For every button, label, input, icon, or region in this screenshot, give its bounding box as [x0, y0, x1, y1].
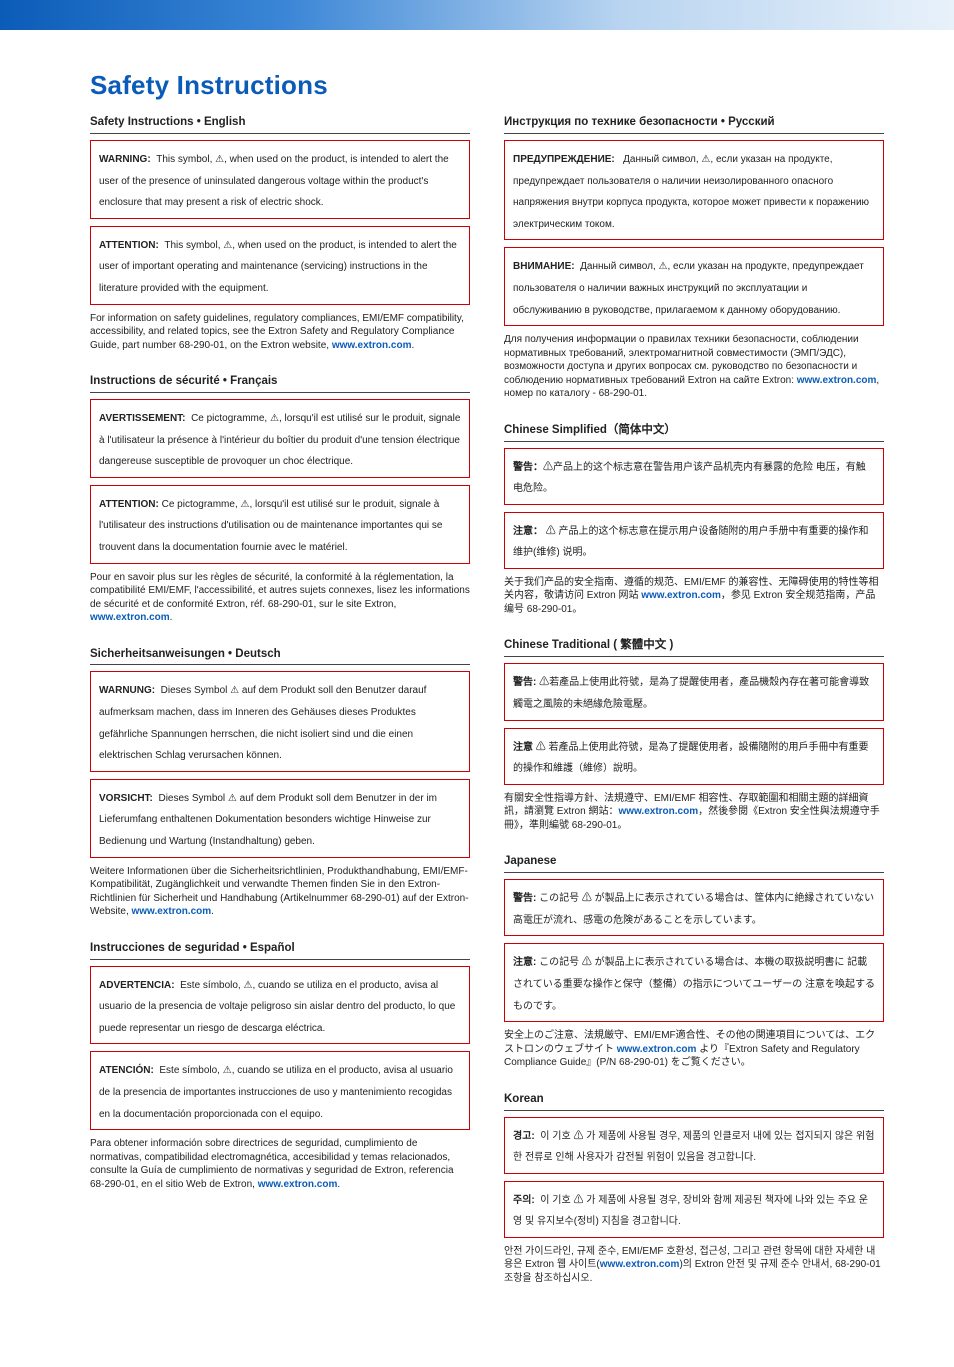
extron-link[interactable]: www.extron.com [618, 806, 698, 817]
warning-label: 警告： [513, 462, 543, 473]
header-gradient-bar [0, 0, 954, 30]
section-french: Instructions de sécurité • Français AVER… [90, 374, 470, 625]
warning-label: WARNING: [99, 154, 151, 165]
warning-box: ПРЕДУПРЕЖДЕНИЕ: Данный символ, ⚠, если у… [504, 140, 884, 240]
warning-box: 警告：⚠产品上的这个标志意在警告用户该产品机壳内有暴露的危险 电压，有触电危险。 [504, 448, 884, 505]
warning-box: ADVERTENCIA: Este símbolo, ⚠, cuando se … [90, 966, 470, 1045]
attention-box: 注意 ⚠ 若產品上使用此符號，是為了提醒使用者，設備隨附的用戶手冊中有重要的操作… [504, 728, 884, 785]
attention-label: 주의: [513, 1195, 535, 1206]
left-column: Safety Instructions • English WARNING: T… [90, 115, 470, 1307]
attention-label: ATENCIÓN: [99, 1065, 154, 1076]
warning-box: WARNUNG: Dieses Symbol ⚠ auf dem Produkt… [90, 671, 470, 771]
warning-text: Данный символ, ⚠, если указан на продукт… [513, 154, 869, 230]
attention-label: ВНИМАНИЕ: [513, 261, 575, 272]
section-paragraph: Weitere Informationen über die Sicherhei… [90, 865, 470, 919]
section-chinese-simplified: Chinese Simplified（简体中文） 警告：⚠产品上的这个标志意在警… [504, 423, 884, 617]
section-paragraph: 关于我们产品的安全指南、遵循的规范、EMI/EMF 的兼容性、无障碍使用的特性等… [504, 576, 884, 617]
section-chinese-traditional: Chinese Traditional ( 繁體中文 ) 警告: ⚠若產品上使用… [504, 638, 884, 832]
section-paragraph: 有關安全性指導方針、法規遵守、EMI/EMF 相容性、存取範圍和相關主題的詳細資… [504, 792, 884, 833]
section-heading: Japanese [504, 854, 884, 873]
section-german: Sicherheitsanweisungen • Deutsch WARNUNG… [90, 647, 470, 919]
attention-box: 注意: この記号 ⚠ が製品上に表示されている場合は、本機の取扱説明書に 記載さ… [504, 943, 884, 1022]
attention-box: ATENCIÓN: Este símbolo, ⚠, cuando se uti… [90, 1051, 470, 1130]
extron-link[interactable]: www.extron.com [90, 612, 170, 623]
attention-box: 注意： ⚠ 产品上的这个标志意在提示用户设备随附的用户手册中有重要的操作和维护(… [504, 512, 884, 569]
columns: Safety Instructions • English WARNING: T… [90, 115, 884, 1307]
warning-box: 警告: ⚠若產品上使用此符號，是為了提醒使用者，產品機殼內存在著可能會導致觸電之… [504, 663, 884, 720]
warning-label: ADVERTENCIA: [99, 980, 175, 991]
section-russian: Инструкция по технике безопасности • Рус… [504, 115, 884, 401]
attention-box: VORSICHT: Dieses Symbol ⚠ auf dem Produk… [90, 779, 470, 858]
warning-label: WARNUNG: [99, 685, 155, 696]
warning-text: 이 기호 ⚠ 가 제품에 사용될 경우, 제품의 인클로저 내에 있는 접지되지… [513, 1131, 874, 1164]
section-heading: Sicherheitsanweisungen • Deutsch [90, 647, 470, 666]
section-paragraph: 안전 가이드라인, 규제 준수, EMI/EMF 호환성, 접근성, 그리고 관… [504, 1245, 884, 1286]
attention-label: ATTENTION: [99, 499, 159, 510]
extron-link[interactable]: www.extron.com [258, 1179, 338, 1190]
section-paragraph: For information on safety guidelines, re… [90, 312, 470, 353]
section-heading: Safety Instructions • English [90, 115, 470, 134]
attention-label: VORSICHT: [99, 793, 153, 804]
attention-label: 注意： [513, 526, 543, 537]
warning-text: ⚠若產品上使用此符號，是為了提醒使用者，產品機殼內存在著可能會導致觸電之風險的未… [513, 677, 869, 710]
attention-label: ATTENTION: [99, 240, 159, 251]
warning-text: This symbol, ⚠, when used on the product… [99, 154, 449, 208]
section-paragraph: Для получения информации о правилах техн… [504, 333, 884, 401]
extron-link[interactable]: www.extron.com [132, 906, 212, 917]
section-korean: Korean 경고: 이 기호 ⚠ 가 제품에 사용될 경우, 제품의 인클로저… [504, 1092, 884, 1286]
warning-label: 警告: [513, 677, 536, 688]
section-paragraph: Pour en savoir plus sur les règles de sé… [90, 571, 470, 625]
extron-link[interactable]: www.extron.com [617, 1044, 697, 1055]
warning-box: AVERTISSEMENT: Ce pictogramme, ⚠, lorsqu… [90, 399, 470, 478]
page-title: Safety Instructions [90, 70, 884, 101]
section-heading: Инструкция по технике безопасности • Рус… [504, 115, 884, 134]
right-column: Инструкция по технике безопасности • Рус… [504, 115, 884, 1307]
attention-text: ⚠ 产品上的这个标志意在提示用户设备随附的用户手册中有重要的操作和维护(维修) … [513, 526, 869, 559]
extron-link[interactable]: www.extron.com [797, 375, 877, 386]
attention-label: 注意 [513, 742, 533, 753]
attention-box: ВНИМАНИЕ: Данный символ, ⚠, если указан … [504, 247, 884, 326]
warning-label: AVERTISSEMENT: [99, 413, 186, 424]
warning-text: この記号 ⚠ が製品上に表示されている場合は、筐体内に絶縁されていない高電圧が流… [513, 893, 874, 926]
section-english: Safety Instructions • English WARNING: T… [90, 115, 470, 352]
page-content: Safety Instructions Safety Instructions … [0, 30, 954, 1367]
extron-link[interactable]: www.extron.com [641, 590, 721, 601]
attention-label: 注意: [513, 957, 536, 968]
warning-label: 警告: [513, 893, 536, 904]
attention-text: 이 기호 ⚠ 가 제품에 사용될 경우, 장비와 함께 제공된 책자에 나와 있… [513, 1195, 868, 1228]
warning-label: ПРЕДУПРЕЖДЕНИЕ: [513, 154, 615, 165]
warning-box: 경고: 이 기호 ⚠ 가 제품에 사용될 경우, 제품의 인클로저 내에 있는 … [504, 1117, 884, 1174]
extron-link[interactable]: www.extron.com [600, 1259, 680, 1270]
attention-text: ⚠ 若產品上使用此符號，是為了提醒使用者，設備隨附的用戶手冊中有重要的操作和維護… [513, 742, 869, 775]
warning-label: 경고: [513, 1131, 535, 1142]
section-paragraph: Para obtener información sobre directric… [90, 1137, 470, 1191]
section-spanish: Instrucciones de seguridad • Español ADV… [90, 941, 470, 1192]
section-heading: Instructions de sécurité • Français [90, 374, 470, 393]
attention-box: ATTENTION: This symbol, ⚠, when used on … [90, 226, 470, 305]
extron-link[interactable]: www.extron.com [332, 340, 412, 351]
attention-box: 주의: 이 기호 ⚠ 가 제품에 사용될 경우, 장비와 함께 제공된 책자에 … [504, 1181, 884, 1238]
warning-box: 警告: この記号 ⚠ が製品上に表示されている場合は、筐体内に絶縁されていない高… [504, 879, 884, 936]
section-heading: Chinese Traditional ( 繁體中文 ) [504, 638, 884, 657]
section-heading: Instrucciones de seguridad • Español [90, 941, 470, 960]
warning-text: ⚠产品上的这个标志意在警告用户该产品机壳内有暴露的危险 电压，有触电危险。 [513, 462, 866, 495]
attention-text: この記号 ⚠ が製品上に表示されている場合は、本機の取扱説明書に 記載されている… [513, 957, 875, 1011]
attention-box: ATTENTION: Ce pictogramme, ⚠, lorsqu'il … [90, 485, 470, 564]
section-heading: Korean [504, 1092, 884, 1111]
section-heading: Chinese Simplified（简体中文） [504, 423, 884, 442]
section-japanese: Japanese 警告: この記号 ⚠ が製品上に表示されている場合は、筐体内に… [504, 854, 884, 1069]
section-paragraph: 安全上のご注意、法規厳守、EMI/EMF適合性、その他の関連項目については、エク… [504, 1029, 884, 1070]
warning-box: WARNING: This symbol, ⚠, when used on th… [90, 140, 470, 219]
warning-text: Dieses Symbol ⚠ auf dem Produkt soll den… [99, 685, 426, 761]
